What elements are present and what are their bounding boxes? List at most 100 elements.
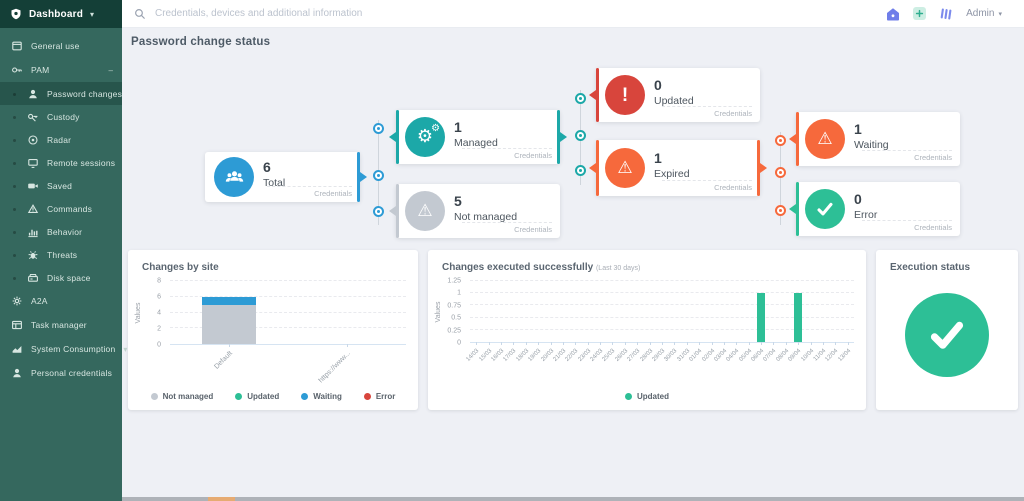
axis-tick bbox=[723, 342, 725, 345]
x-tick-label: 22/03 bbox=[564, 348, 580, 363]
legend-item[interactable]: Updated bbox=[235, 392, 279, 401]
axis-tick bbox=[587, 342, 589, 345]
x-tick-label: https://www... bbox=[317, 350, 352, 385]
sidebar-item-custody[interactable]: Custody bbox=[0, 105, 122, 128]
search-icon bbox=[135, 8, 145, 19]
warning-triangle-icon: ⚠ bbox=[605, 148, 645, 188]
exclamation-icon: ! bbox=[605, 75, 645, 115]
axis-tick bbox=[347, 344, 348, 347]
axis-tick bbox=[823, 342, 825, 345]
axis-tick bbox=[624, 342, 626, 345]
x-tick-label: 27/03 bbox=[626, 348, 642, 363]
sidebar-item-pam[interactable]: PAM – bbox=[0, 58, 122, 82]
sidebar-item-behavior[interactable]: Behavior bbox=[0, 220, 122, 243]
waiting-label: Waiting bbox=[854, 138, 889, 151]
top-actions: Admin ▾ bbox=[886, 7, 1012, 21]
x-tick-label: 21/03 bbox=[552, 348, 568, 363]
sidebar-item-personal-credentials[interactable]: Personal credentials bbox=[0, 361, 122, 385]
x-tick-label: 12/04 bbox=[824, 348, 840, 363]
axis-tick bbox=[513, 342, 515, 345]
flow-card-not-managed: ⚠ 5 Not managed Credentials bbox=[389, 184, 560, 238]
plot-area bbox=[470, 280, 854, 345]
legend-item[interactable]: Error bbox=[363, 392, 395, 401]
home-icon[interactable] bbox=[886, 7, 900, 21]
not-managed-unit: Credentials bbox=[461, 222, 552, 234]
connector-dot bbox=[575, 130, 586, 141]
sidebar-item-general-use[interactable]: General use bbox=[0, 34, 122, 58]
axis-tick bbox=[674, 342, 676, 345]
x-tick-label: 05/04 bbox=[738, 348, 753, 363]
sidebar-item-task-manager[interactable]: Task manager bbox=[0, 313, 122, 337]
changes-executed-card: Changes executed successfully (Last 30 d… bbox=[428, 250, 866, 410]
disk-icon bbox=[28, 273, 38, 282]
axis-tick bbox=[773, 342, 775, 345]
sidebar-item-threats[interactable]: Threats bbox=[0, 243, 122, 266]
bar-chart-icon bbox=[28, 229, 38, 237]
y-tick-label: 1.25 bbox=[447, 277, 461, 285]
connector-line-1 bbox=[373, 120, 384, 225]
search-input[interactable] bbox=[155, 8, 878, 19]
axis-tick bbox=[500, 342, 502, 345]
window-icon bbox=[12, 41, 22, 51]
connector-dot bbox=[575, 165, 586, 176]
legend-item[interactable]: Not managed bbox=[150, 392, 213, 401]
axis-tick bbox=[711, 342, 713, 345]
sidebar-item-saved[interactable]: Saved bbox=[0, 174, 122, 197]
chart-subtitle: (Last 30 days) bbox=[595, 265, 641, 272]
sidebar-item-commands[interactable]: Commands bbox=[0, 197, 122, 220]
y-tick-label: 0.75 bbox=[447, 302, 461, 310]
x-tick-label: 09/04 bbox=[787, 348, 803, 363]
chart-legend: Updated bbox=[428, 392, 866, 401]
sidebar-item-remote-sessions[interactable]: Remote sessions bbox=[0, 151, 122, 174]
chevron-down-icon: ▾ bbox=[998, 10, 1002, 18]
flow-card-managed: ⚙ ⚙ 1 Managed Credentials bbox=[389, 110, 567, 164]
axis-tick bbox=[798, 342, 800, 345]
scrollbar-thumb[interactable] bbox=[208, 497, 235, 501]
sidebar-item-disk-space[interactable]: Disk space bbox=[0, 266, 122, 289]
y-tick-label: 1 bbox=[457, 289, 461, 297]
x-tick-label: 08/04 bbox=[775, 348, 791, 363]
chevron-down-icon: ▾ bbox=[90, 10, 95, 19]
app-title: Dashboard bbox=[29, 8, 84, 20]
app-menu-dashboard[interactable]: Dashboard ▾ bbox=[0, 0, 122, 28]
horizontal-scrollbar[interactable] bbox=[122, 497, 1024, 501]
legend-item[interactable]: Updated bbox=[625, 392, 669, 401]
sidebar-item-a2a[interactable]: A2A bbox=[0, 289, 122, 313]
warning-triangle-icon: ⚠ bbox=[805, 119, 845, 159]
y-axis: 0 0.25 0.5 0.75 1 1.25 bbox=[438, 277, 466, 347]
axis-tick bbox=[835, 342, 837, 345]
updated-label: Updated bbox=[654, 94, 694, 107]
search-bar: Admin ▾ bbox=[122, 0, 1024, 28]
add-note-icon[interactable] bbox=[913, 7, 927, 20]
admin-menu[interactable]: Admin ▾ bbox=[966, 8, 1002, 19]
x-axis: Default https://www... bbox=[170, 345, 406, 393]
legend-label: Updated bbox=[637, 392, 669, 401]
card-title: Execution status bbox=[890, 262, 971, 273]
key-icon bbox=[12, 67, 22, 73]
x-axis: 14/03 15/03 16/03 17/03 18/03 19/03 20/03 21/03… bbox=[466, 343, 854, 379]
axis-tick bbox=[562, 342, 564, 345]
x-tick-label: 23/03 bbox=[577, 348, 592, 363]
collapse-icon[interactable]: – bbox=[108, 65, 113, 75]
x-tick-label: 15/03 bbox=[477, 348, 493, 363]
sidebar-item-system-consumption[interactable]: System Consumption ▾ bbox=[0, 337, 127, 361]
legend-label: Updated bbox=[247, 392, 280, 401]
total-unit: Credentials bbox=[267, 186, 352, 198]
x-tick-label: 26/03 bbox=[614, 348, 630, 363]
gridline bbox=[470, 328, 854, 330]
sidebar-item-password-changes[interactable]: Password changes bbox=[0, 82, 122, 105]
x-tick-label: 06/04 bbox=[750, 348, 766, 363]
legend-dot bbox=[363, 393, 371, 400]
sidebar-item-radar[interactable]: Radar bbox=[0, 128, 122, 151]
sidebar: General use PAM – Password changes Custo… bbox=[0, 28, 127, 501]
barcode-icon[interactable] bbox=[939, 7, 953, 21]
legend-item[interactable]: Waiting bbox=[301, 392, 342, 401]
chart-title: Changes by site bbox=[142, 262, 219, 273]
x-tick-label: 14/03 bbox=[465, 348, 481, 363]
legend-dot bbox=[301, 393, 309, 400]
execution-status-card: Execution status bbox=[876, 250, 1018, 410]
axis-tick bbox=[525, 342, 527, 345]
chevron-down-icon[interactable]: ▾ bbox=[123, 344, 128, 354]
